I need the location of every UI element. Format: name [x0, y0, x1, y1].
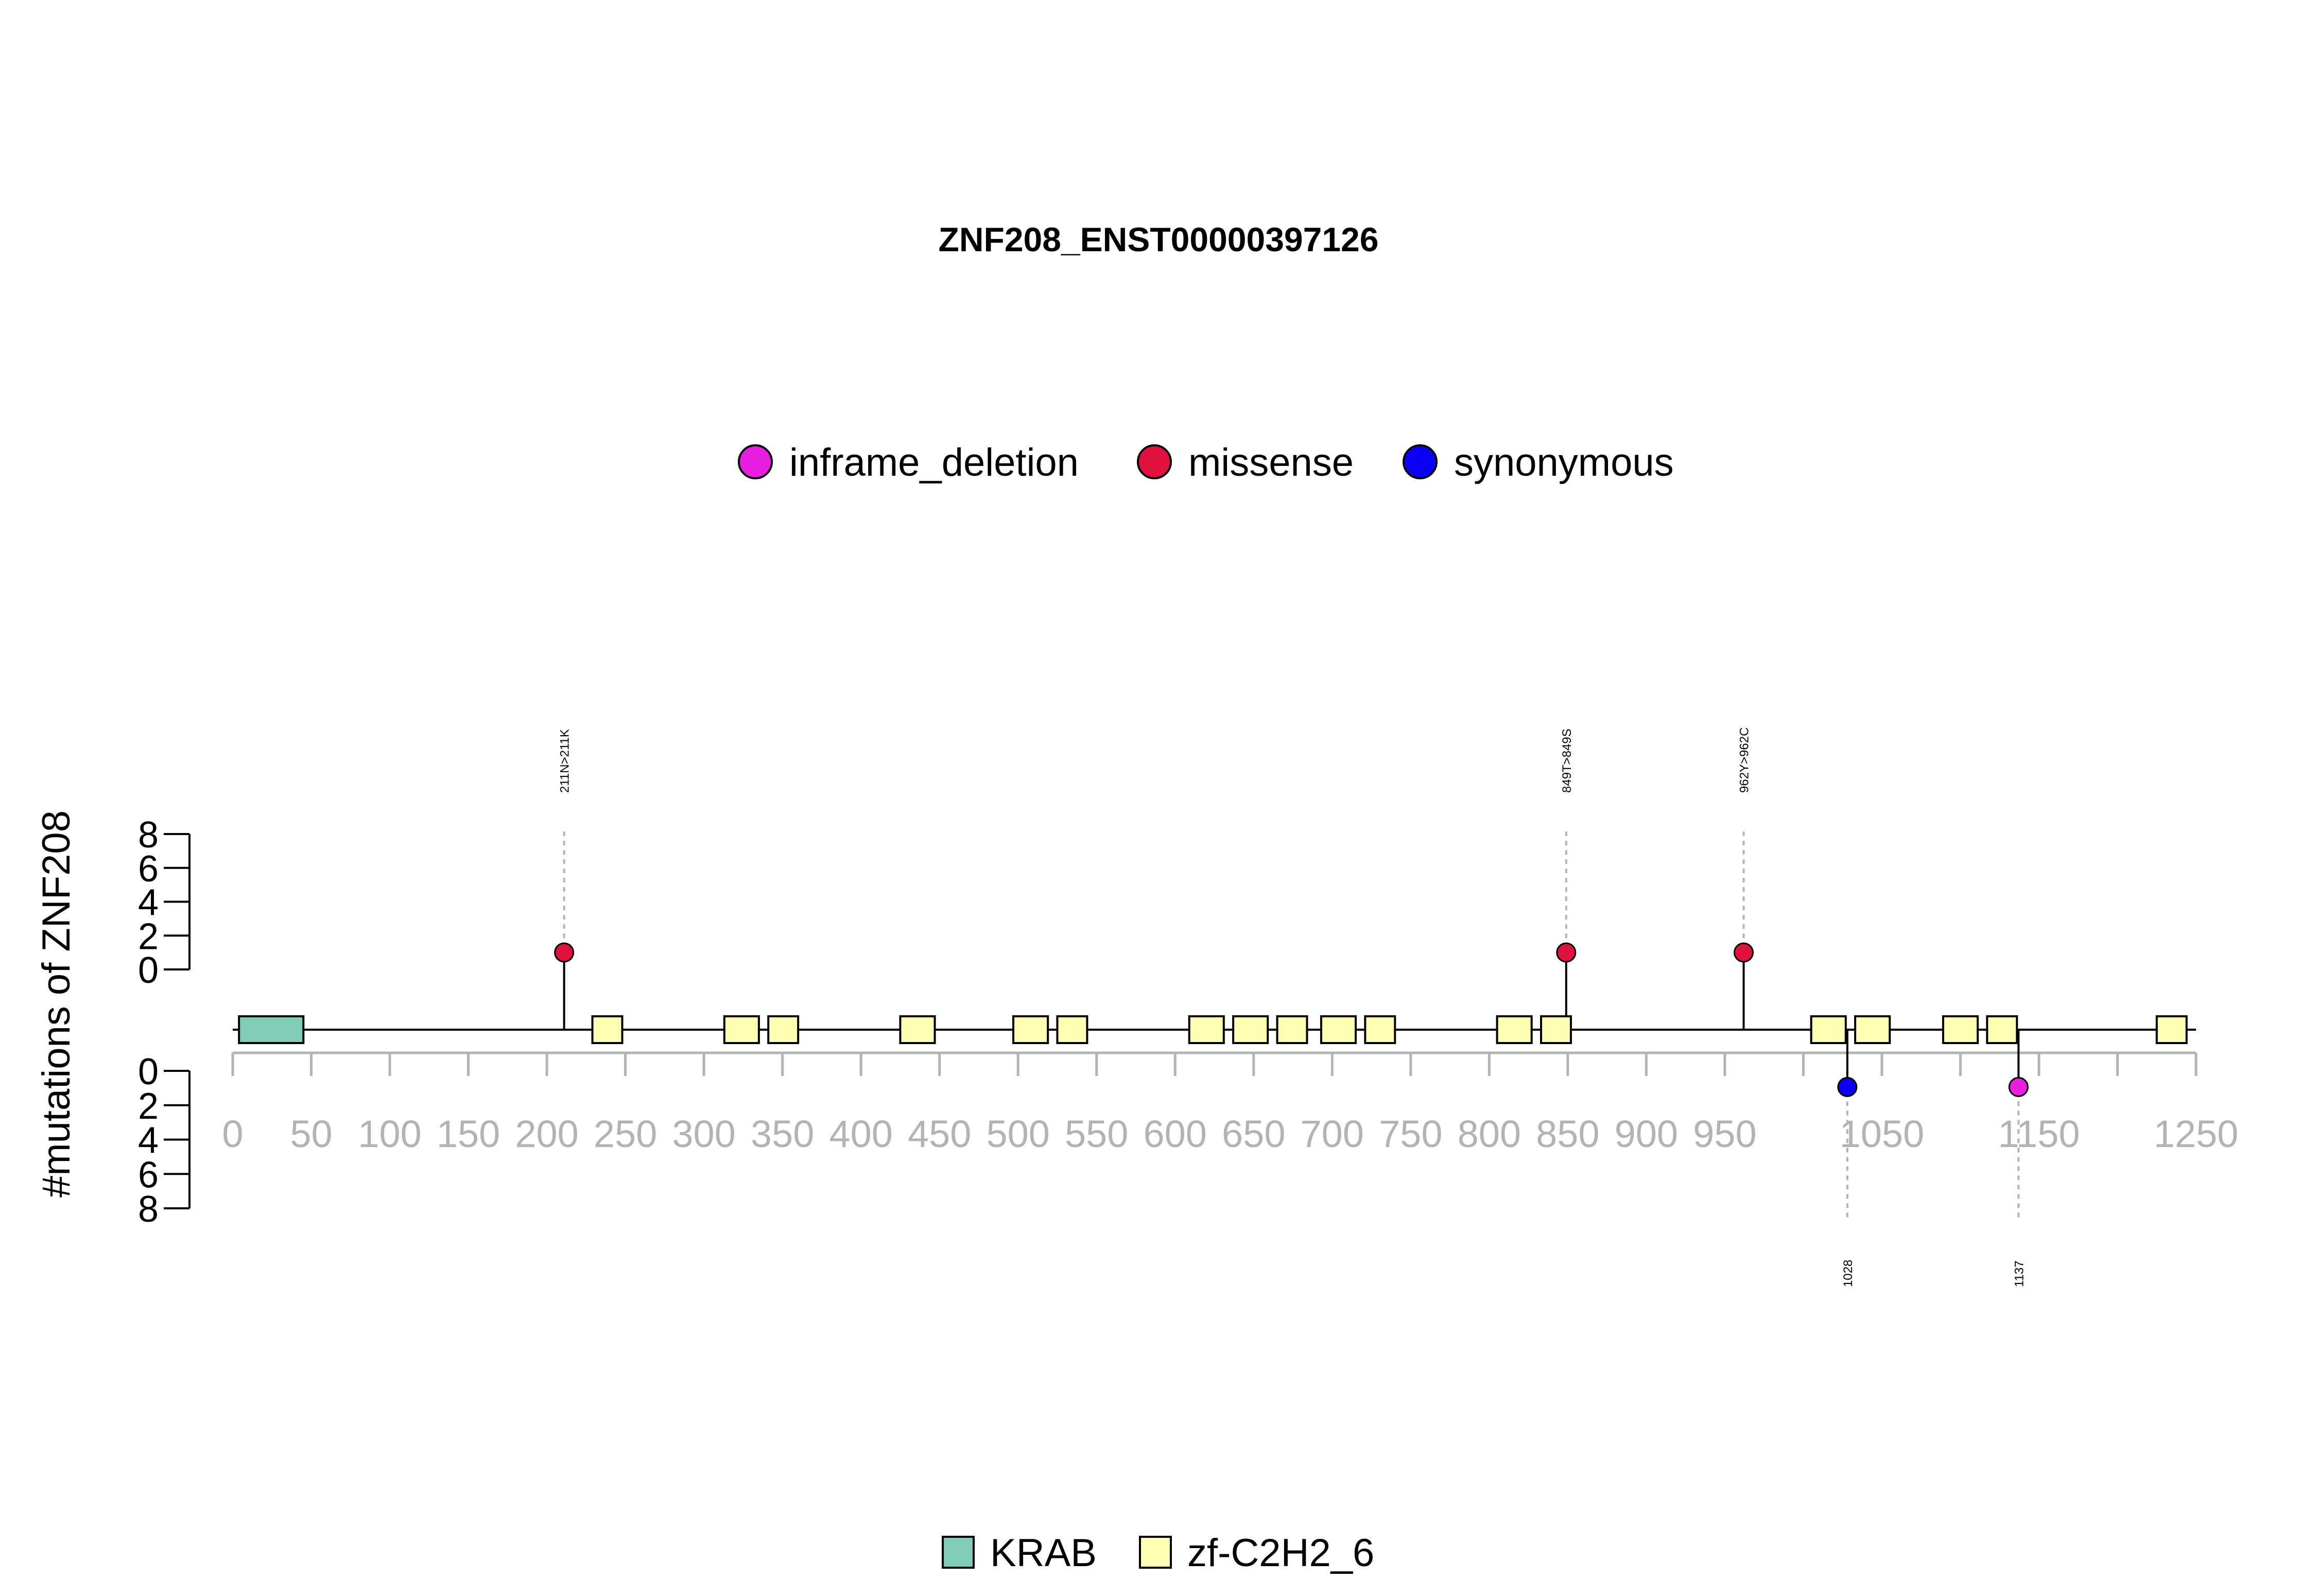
x-tick-label: 600	[1144, 1113, 1207, 1155]
x-tick-label: 250	[594, 1113, 657, 1155]
domain-zf-c2h2-6	[1540, 1015, 1572, 1044]
x-tick-label: 950	[1693, 1113, 1756, 1155]
y-tick-label: 0	[138, 1051, 159, 1092]
y-axis-label: #mutations of ZNF208	[34, 810, 78, 1198]
protein-domains	[238, 1015, 2188, 1044]
domain-zf-c2h2-6	[1986, 1015, 2018, 1044]
domain-zf-c2h2-6	[1810, 1015, 1847, 1044]
domain-zf-c2h2-6	[723, 1015, 760, 1044]
y-tick-label: 0	[138, 950, 159, 991]
y-tick-label: 4	[138, 1120, 159, 1161]
domain-zf-c2h2-6	[1188, 1015, 1225, 1044]
domain-zf-c2h2-6	[1012, 1015, 1049, 1044]
x-tick-label: 700	[1301, 1113, 1364, 1155]
domain-zf-c2h2-6	[1854, 1015, 1891, 1044]
mutation-label: 211N>211K	[558, 729, 572, 793]
mutation-point	[1556, 942, 1577, 963]
x-tick-label: 850	[1536, 1113, 1599, 1155]
legend-label: missense	[1188, 441, 1354, 484]
y-tick-label: 6	[138, 1154, 159, 1195]
domain-zf-c2h2-6	[2155, 1015, 2188, 1044]
domain-zf-c2h2-6	[591, 1015, 624, 1044]
x-tick-label: 300	[672, 1113, 735, 1155]
x-tick-label: 650	[1222, 1113, 1285, 1155]
x-tick-label: 900	[1615, 1113, 1678, 1155]
x-tick-label: 550	[1065, 1113, 1128, 1155]
domain-zf-c2h2-6	[1276, 1015, 1308, 1044]
mutation-points	[554, 942, 2029, 1097]
x-axis: 0 50 100 150 200 250 300 350 400 450 500 550 600 650 7…	[222, 1051, 2239, 1155]
x-tick-label: 100	[358, 1113, 421, 1155]
legend-marker	[1403, 444, 1438, 479]
domain-zf-c2h2-6	[767, 1015, 800, 1044]
x-tick-label: 0	[222, 1113, 243, 1155]
domain-krab	[238, 1015, 305, 1044]
x-tick-label: 1250	[2154, 1113, 2239, 1155]
x-tick-label: 800	[1458, 1113, 1521, 1155]
domain-zf-c2h2-6	[1320, 1015, 1357, 1044]
domain-zf-c2h2-6	[1056, 1015, 1088, 1044]
x-tick-label: 50	[290, 1113, 332, 1155]
domain-zf-c2h2-6	[1364, 1015, 1396, 1044]
x-tick-label: 750	[1379, 1113, 1442, 1155]
x-tick-label: 400	[829, 1113, 892, 1155]
mutation-point	[2008, 1077, 2029, 1097]
domain-zf-c2h2-6	[1232, 1015, 1269, 1044]
domain-zf-c2h2-6	[1496, 1015, 1533, 1044]
mutation-legend: inframe_deletion missense synonymous	[738, 441, 1674, 484]
domain-legend-swatch	[942, 1536, 975, 1569]
domain-legend-label: KRAB	[990, 1531, 1097, 1575]
x-tick-label: 200	[515, 1113, 578, 1155]
domain-legend-label: zf-C2H2_6	[1187, 1531, 1374, 1575]
x-tick-label: 500	[986, 1113, 1049, 1155]
legend-label: inframe_deletion	[789, 441, 1079, 484]
y-tick-label: 8	[138, 1189, 159, 1230]
mutation-label: 1028	[1841, 1260, 1855, 1287]
domain-legend-swatch	[1139, 1536, 1172, 1569]
chart-title: ZNF208_ENST00000397126	[939, 220, 1379, 258]
y-tick-label: 6	[138, 848, 159, 890]
mutation-point	[1837, 1077, 1858, 1097]
legend-label: synonymous	[1454, 441, 1674, 484]
domain-zf-c2h2-6	[899, 1015, 936, 1044]
legend-marker	[738, 444, 773, 479]
mutation-labels: 211N>211K 849T>849S 962Y>962C 1028 1137	[558, 727, 2027, 1287]
domain-legend: KRAB zf-C2H2_6	[942, 1531, 1374, 1575]
mutation-label: 962Y>962C	[1737, 727, 1751, 793]
y-tick-label: 2	[138, 1086, 159, 1127]
y-tick-label: 4	[138, 882, 159, 924]
x-tick-label: 1050	[1840, 1113, 1925, 1155]
legend-marker	[1137, 444, 1172, 479]
mutation-stems	[563, 831, 2020, 1218]
y-tick-label: 8	[138, 814, 159, 856]
x-tick-label: 350	[751, 1113, 814, 1155]
mutation-point	[554, 942, 575, 963]
x-tick-label: 1150	[1998, 1113, 2080, 1155]
mutation-point	[1733, 942, 1754, 963]
y-tick-label: 2	[138, 916, 159, 957]
mutation-label: 849T>849S	[1560, 728, 1574, 793]
x-tick-label: 450	[908, 1113, 971, 1155]
x-tick-label: 150	[437, 1113, 500, 1155]
mutation-label: 1137	[2012, 1260, 2026, 1287]
domain-zf-c2h2-6	[1942, 1015, 1979, 1044]
